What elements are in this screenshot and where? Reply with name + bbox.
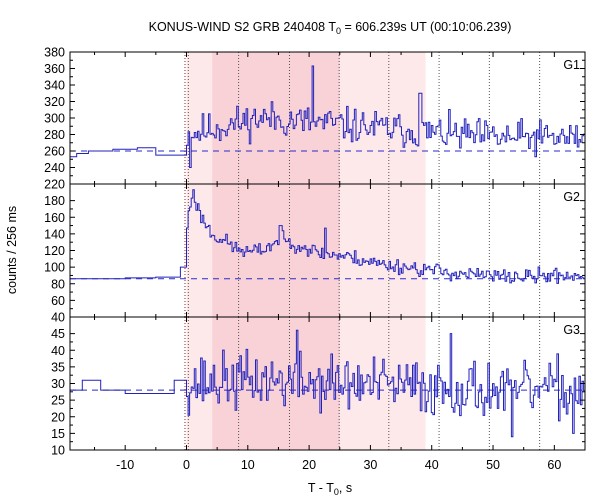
shaded-region (212, 184, 340, 317)
y-tick-label: 160 (44, 211, 65, 225)
y-tick-label: 180 (44, 194, 65, 208)
y-tick-label: 45 (51, 327, 65, 341)
chart-title: KONUS-WIND S2 GRB 240408 T0 = 606.239s U… (149, 20, 512, 36)
x-tick-label: 0 (183, 458, 190, 472)
y-tick-label: 15 (51, 427, 65, 441)
y-tick-label: 380 (44, 46, 65, 60)
panel-g1: 220 240 260 280 300 320 340 360 380 G1 (44, 46, 586, 192)
y-tick-label: 220 (44, 178, 65, 192)
y-tick-label: 140 (44, 227, 65, 241)
x-tick-label: -10 (116, 458, 134, 472)
x-tick-label: 40 (425, 458, 439, 472)
y-tick-label: 40 (51, 344, 65, 358)
y-tick-label: 120 (44, 244, 65, 258)
light-curve-g2 (70, 189, 585, 284)
panel-label: G3 (563, 323, 580, 337)
y-tick-label: 240 (44, 161, 65, 175)
chart-panels: 220240260280300320340360380G140608010012… (44, 46, 586, 472)
panel-label: G1 (563, 58, 580, 72)
y-tick-label: 340 (44, 79, 65, 93)
light-curve-g1 (70, 65, 585, 168)
y-tick-label: 20 (51, 410, 65, 424)
y-tick-label: 40 (51, 311, 65, 325)
x-tick-label: 20 (302, 458, 316, 472)
y-tick-label: 35 (51, 360, 65, 374)
panel-g3: 10 15 20 25 30 35 40 45 G3 (51, 316, 586, 458)
x-tick-label: 10 (241, 458, 255, 472)
y-axis-label: counts / 256 ms (5, 206, 19, 294)
y-tick-label: 25 (51, 394, 65, 408)
y-tick-label: 320 (44, 95, 65, 109)
y-tick-label: 60 (51, 294, 65, 308)
y-tick-label: 100 (44, 261, 65, 275)
y-tick-label: 280 (44, 128, 65, 142)
y-tick-label: 360 (44, 62, 65, 76)
light-curve-g3 (70, 329, 585, 438)
panel-g2: 40 60 80 100 120 140 160 180 G2 (44, 183, 586, 325)
x-tick-label: 30 (363, 458, 377, 472)
y-tick-label: 30 (51, 377, 65, 391)
panel-label: G2 (563, 190, 580, 204)
y-tick-label: 260 (44, 145, 65, 159)
y-tick-label: 10 (51, 444, 65, 458)
y-tick-label: 80 (51, 277, 65, 291)
x-tick-label: 50 (486, 458, 500, 472)
x-axis-label: T - T0, s (308, 481, 352, 497)
y-tick-label: 300 (44, 112, 65, 126)
x-tick-label: 60 (547, 458, 561, 472)
